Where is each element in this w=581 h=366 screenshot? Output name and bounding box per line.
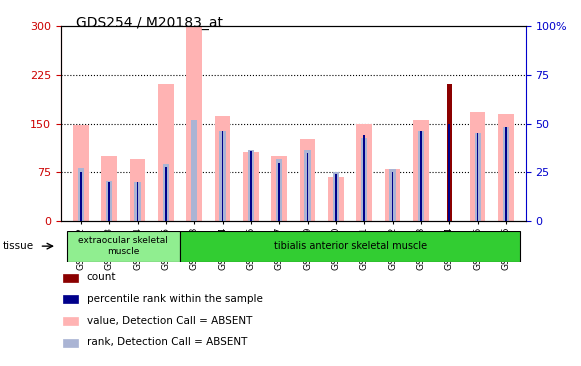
Bar (276, 160, 282, 221)
Bar (333, 172, 339, 221)
Bar (418, 131, 424, 221)
Bar (163, 164, 169, 221)
Bar (385, 169, 400, 221)
Bar (307, 153, 309, 221)
Bar (392, 172, 393, 221)
Bar (215, 116, 230, 221)
Bar (137, 182, 138, 221)
Bar (477, 133, 479, 221)
Bar (108, 182, 110, 221)
Bar (80, 172, 82, 221)
Bar (328, 177, 344, 221)
Bar (158, 85, 174, 221)
Bar (134, 182, 141, 221)
Bar (78, 168, 84, 221)
Bar (243, 152, 259, 221)
Text: GDS254 / M20183_at: GDS254 / M20183_at (76, 16, 223, 30)
Bar (389, 169, 396, 221)
Bar (363, 135, 365, 221)
Bar (191, 120, 198, 221)
Bar (106, 181, 112, 221)
Bar (250, 151, 252, 221)
Bar (335, 175, 337, 221)
Bar (361, 138, 367, 221)
Text: extraocular skeletal
muscle: extraocular skeletal muscle (78, 236, 168, 256)
Bar (470, 112, 485, 221)
Bar (187, 26, 202, 221)
Bar (447, 85, 452, 221)
Bar (222, 131, 224, 221)
Bar (73, 125, 89, 221)
Text: percentile rank within the sample: percentile rank within the sample (87, 294, 263, 304)
Bar (248, 150, 254, 221)
Bar (413, 120, 429, 221)
Bar (63, 317, 78, 325)
Bar (180, 231, 520, 262)
Text: value, Detection Call = ABSENT: value, Detection Call = ABSENT (87, 315, 252, 325)
Text: tibialis anterior skeletal muscle: tibialis anterior skeletal muscle (274, 241, 426, 251)
Bar (165, 167, 167, 221)
Bar (130, 160, 145, 221)
Bar (449, 123, 450, 221)
Bar (271, 156, 287, 221)
Bar (278, 163, 280, 221)
Bar (475, 133, 480, 221)
Bar (63, 295, 78, 303)
Bar (220, 131, 225, 221)
Text: rank, Detection Call = ABSENT: rank, Detection Call = ABSENT (87, 337, 247, 347)
Bar (498, 114, 514, 221)
Text: count: count (87, 272, 116, 282)
Bar (503, 127, 509, 221)
Bar (420, 131, 422, 221)
Bar (357, 123, 372, 221)
Bar (67, 231, 180, 262)
Bar (304, 150, 311, 221)
Bar (102, 156, 117, 221)
Bar (505, 127, 507, 221)
Bar (300, 139, 315, 221)
Text: tissue: tissue (3, 241, 34, 251)
Bar (63, 339, 78, 347)
Bar (63, 274, 78, 281)
